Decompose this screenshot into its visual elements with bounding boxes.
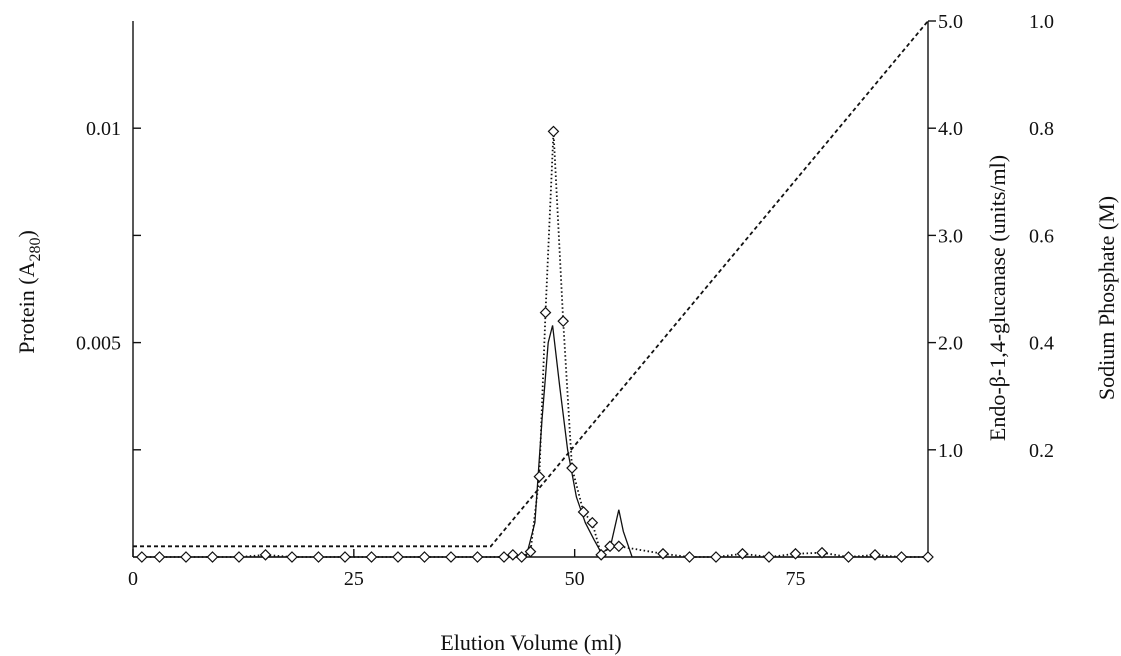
diamond-marker — [498, 551, 510, 563]
diamond-marker — [259, 549, 272, 561]
x-tick-label: 25 — [344, 568, 364, 590]
diamond-marker — [515, 551, 528, 563]
axes — [132, 21, 929, 558]
series-line-left — [133, 325, 928, 558]
ticks: 0 25 50 75 0.005 0.01 1.0 2.0 3.0 4.0 5.0 0.2 0.4 0.6… — [76, 11, 1054, 590]
diamond-marker — [657, 547, 669, 560]
y-right2-tick-label: 0.6 — [1029, 225, 1054, 247]
y-left-axis-subscript: 280 — [27, 238, 44, 262]
y-left-tick-label: 0.005 — [76, 333, 121, 355]
diamond-marker — [471, 551, 484, 563]
y-right2-tick-label: 0.2 — [1029, 440, 1054, 462]
y-right2-tick-label: 0.8 — [1029, 118, 1054, 140]
y-right2-tick-label: 1.0 — [1029, 11, 1054, 33]
diamond-marker — [683, 551, 696, 563]
diamond-marker — [206, 551, 219, 563]
diamond-marker — [816, 546, 828, 559]
diamond-marker — [339, 551, 351, 563]
series-line-right1 — [141, 131, 928, 558]
diamond-marker — [418, 551, 431, 563]
x-tick-label: 50 — [565, 568, 585, 590]
diamond-marker — [392, 551, 404, 563]
diamond-marker — [312, 551, 325, 563]
diamond-marker — [586, 516, 599, 529]
diamond-marker — [180, 551, 192, 563]
diamond-marker — [286, 551, 298, 563]
diamond-marker — [604, 540, 616, 553]
y-left-tick-label: 0.01 — [86, 118, 121, 140]
x-tick-label: 75 — [786, 568, 806, 590]
diamond-marker — [539, 306, 552, 319]
series — [133, 20, 934, 563]
diamond-marker — [557, 315, 570, 328]
diamond-marker — [153, 551, 166, 563]
diamond-marker — [789, 547, 802, 560]
diamond-marker — [365, 551, 378, 563]
diamond-marker — [763, 551, 775, 563]
diamond-marker — [547, 125, 560, 138]
diamond-marker — [612, 540, 625, 553]
y-right1-tick-label: 5.0 — [938, 11, 963, 33]
diamond-marker — [506, 549, 519, 561]
diamond-marker — [869, 549, 881, 561]
diamond-marker — [445, 551, 457, 563]
diamond-marker — [736, 547, 749, 560]
diamond-marker — [895, 551, 908, 563]
diamond-marker — [566, 462, 578, 474]
series-line-right2 — [133, 20, 929, 548]
diamond-marker — [524, 545, 537, 558]
y-right1-tick-label: 4.0 — [938, 118, 963, 140]
x-axis-title: Elution Volume (ml) — [440, 630, 621, 655]
y-right1-tick-label: 1.0 — [938, 440, 963, 462]
y-right2-tick-label: 0.4 — [1029, 333, 1054, 355]
x-tick-label: 0 — [128, 568, 138, 590]
y-right1-tick-label: 2.0 — [938, 333, 963, 355]
y-right1-tick-label: 3.0 — [938, 225, 963, 247]
y-left-axis-title: Protein (A280) — [14, 230, 44, 354]
diamond-marker — [233, 551, 245, 563]
diamond-marker — [842, 551, 855, 563]
diamond-marker — [595, 549, 608, 561]
y-right2-axis-title: Sodium Phosphate (M) — [1094, 196, 1119, 400]
diamond-marker — [922, 551, 934, 563]
y-right1-axis-title: Endo-β-1,4-glucanase (units/ml) — [985, 155, 1010, 441]
axis-titles: Elution Volume (ml) Protein (A280) Endo-… — [14, 155, 1119, 655]
diamond-marker — [577, 506, 590, 518]
diamond-marker — [135, 551, 148, 563]
diamond-marker — [710, 551, 722, 563]
diamond-marker — [533, 470, 546, 483]
